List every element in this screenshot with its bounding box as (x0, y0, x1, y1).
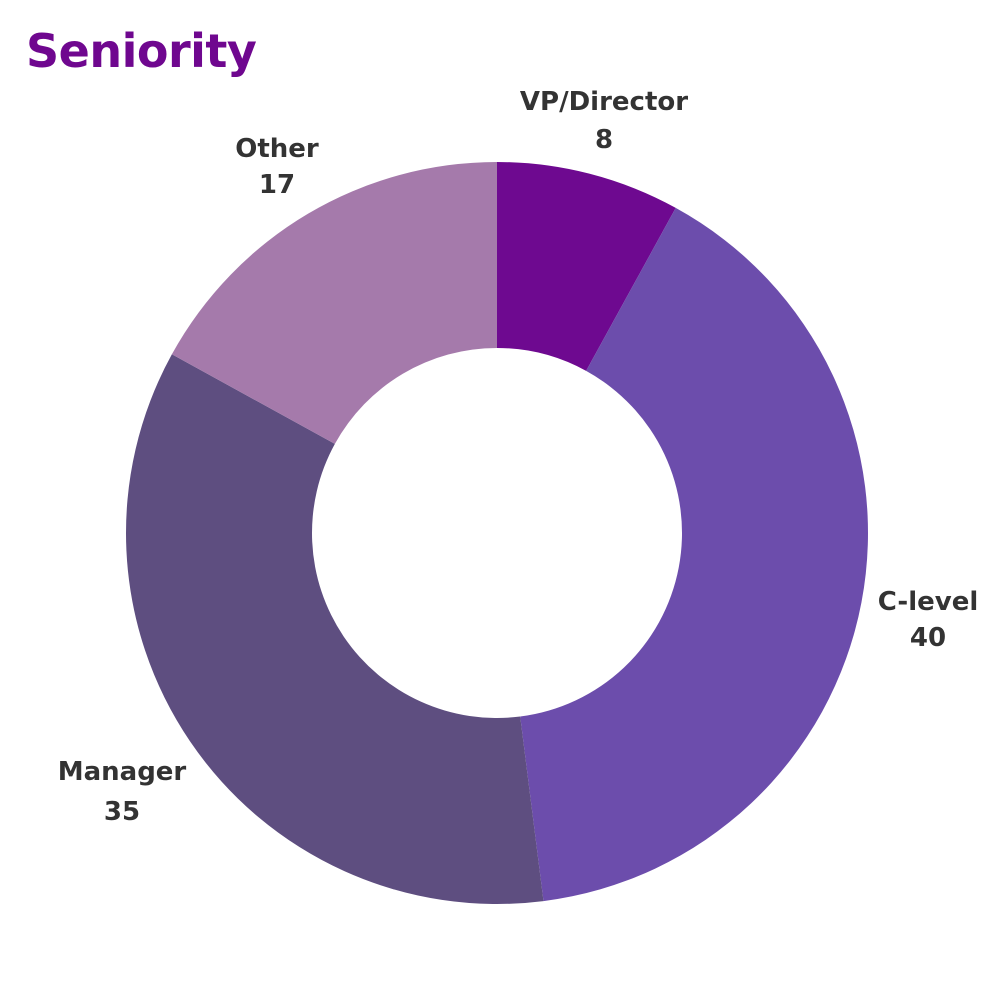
slice-other (171, 162, 497, 444)
slice-label-c-level: C-level (878, 587, 979, 617)
slice-value-other: 17 (259, 170, 295, 200)
slice-vp-director (497, 162, 676, 371)
slice-label-vp-director: VP/Director (520, 87, 688, 117)
chart-title: Seniority (26, 24, 257, 78)
slice-label-other: Other (235, 134, 319, 164)
slice-c-level (520, 207, 868, 902)
slice-label-manager: Manager (58, 757, 187, 787)
donut-slices (125, 162, 868, 904)
slice-value-manager: 35 (104, 797, 140, 827)
slice-value-vp-director: 8 (595, 125, 613, 155)
slice-manager (125, 354, 544, 904)
slice-value-c-level: 40 (910, 623, 946, 653)
slice-labels: VP/Director 8 C-level 40 Manager 35 Other 17 (58, 87, 979, 827)
